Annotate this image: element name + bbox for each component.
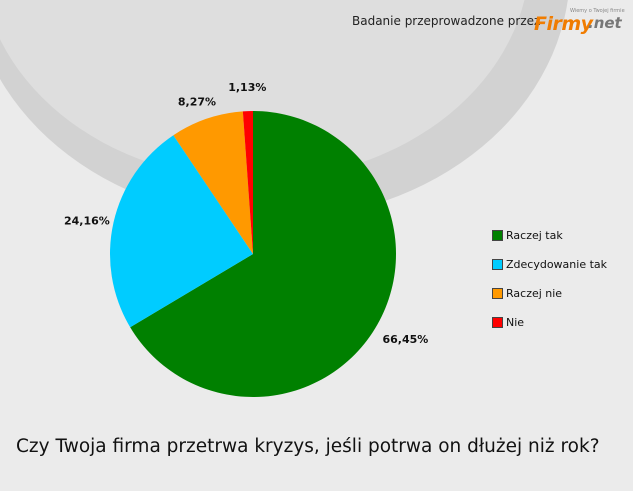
- legend-item-zdecydowanie-tak: Zdecydowanie tak: [492, 257, 607, 271]
- legend-swatch: [492, 258, 503, 270]
- legend-label: Nie: [506, 315, 525, 329]
- legend-item-raczej-nie: Raczej nie: [492, 286, 607, 300]
- logo-tagline: Wiemy o Twojej firmie: [570, 8, 625, 14]
- pie-slice-nie: [242, 111, 253, 254]
- legend-swatch: [492, 287, 503, 299]
- pie-slice-raczej-nie: [173, 111, 253, 255]
- pie-slice-raczej-tak: [130, 111, 396, 397]
- pie-label-raczej-tak: 66,45%: [382, 333, 428, 346]
- legend-item-nie: Nie: [492, 315, 607, 329]
- legend-item-raczej-tak: Raczej tak: [492, 228, 607, 242]
- survey-question: Czy Twoja firma przetrwa kryzys, jeśli p…: [16, 436, 600, 457]
- logo-suffix: .net: [588, 14, 622, 32]
- pie-label-raczej-nie: 8,27%: [178, 95, 216, 108]
- legend-label: Zdecydowanie tak: [506, 257, 608, 271]
- pie-slice-zdecydowanie-tak: [109, 135, 253, 328]
- legend-label: Raczej tak: [506, 228, 563, 242]
- credit-text: Badanie przeprowadzone przez: [352, 14, 541, 28]
- logo-brand: Firmy: [534, 13, 593, 35]
- pie-label-nie: 1,13%: [228, 81, 266, 94]
- chart-legend: Raczej tak Zdecydowanie tak Raczej nie Nie: [492, 228, 607, 344]
- legend-label: Raczej nie: [506, 286, 563, 300]
- legend-swatch: [492, 229, 503, 241]
- pie-label-zdecydowanie-tak: 24,16%: [64, 214, 110, 227]
- legend-swatch: [492, 316, 503, 328]
